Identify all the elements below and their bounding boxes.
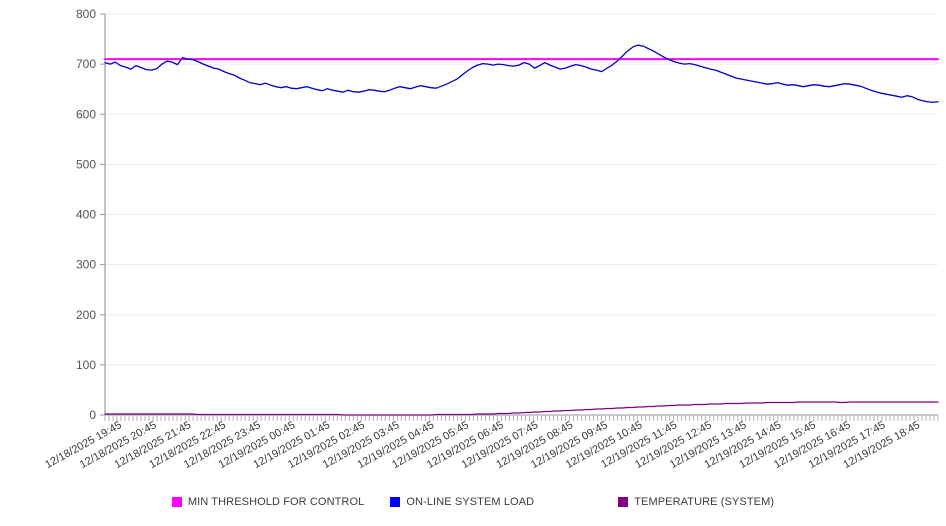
y-axis-tick-label: 200 xyxy=(76,308,96,322)
series-line-on-line-system-load xyxy=(104,44,939,103)
legend-swatch-icon xyxy=(618,497,629,507)
x-axis-minor-ticks xyxy=(104,415,939,421)
legend-item-on-line-system-load[interactable]: ON-LINE SYSTEM LOAD xyxy=(390,496,534,508)
legend-item-min-threshold-for-control[interactable]: MIN THRESHOLD FOR CONTROL xyxy=(171,496,365,508)
y-axis-tick-label: 600 xyxy=(76,107,96,121)
legend-item-temperature-system[interactable]: TEMPERATURE (SYSTEM) xyxy=(618,496,774,508)
y-axis-tick-label: 800 xyxy=(76,7,96,21)
legend-swatch-icon xyxy=(390,497,401,507)
y-axis-tick-label: 0 xyxy=(89,408,96,422)
y-axis-tick-label: 300 xyxy=(76,258,96,272)
series-lines xyxy=(104,44,939,416)
legend-label: ON-LINE SYSTEM LOAD xyxy=(406,496,535,508)
legend-label: TEMPERATURE (SYSTEM) xyxy=(634,496,775,508)
y-axis-tick-label: 400 xyxy=(76,208,96,222)
y-axis-ticks: 0 100 200 300 400 500 600 700 800 xyxy=(76,7,105,422)
legend-swatch-icon xyxy=(171,497,182,507)
legend-label: MIN THRESHOLD FOR CONTROL xyxy=(187,496,365,508)
chart-legend: MIN THRESHOLD FOR CONTROL ON-LINE SYSTEM… xyxy=(0,496,946,508)
gridlines xyxy=(105,13,938,366)
y-axis-tick-label: 100 xyxy=(76,358,96,372)
series-line-temperature-system xyxy=(104,401,939,416)
y-axis-tick-label: 700 xyxy=(76,57,96,71)
y-axis-tick-label: 500 xyxy=(76,157,96,171)
